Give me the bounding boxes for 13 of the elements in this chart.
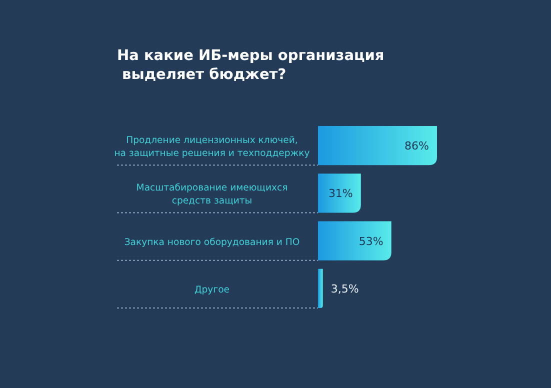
bar	[318, 174, 361, 213]
y-tick-label: Масштабирование имеющихся средств защиты	[136, 182, 288, 207]
y-tick-label: Закупка нового оборудования и ПО	[124, 236, 300, 248]
data-label: 3,5%	[330, 282, 359, 296]
data-label: 86%	[404, 140, 429, 153]
data-label: 31%	[328, 187, 353, 200]
bar	[318, 268, 323, 308]
y-tick-label: Другое	[194, 284, 230, 296]
bar	[318, 126, 437, 166]
chart-title: На какие ИБ-меры организация выделяет бюджет?	[117, 48, 384, 83]
data-label: 53%	[358, 234, 384, 248]
bar	[318, 221, 392, 260]
y-tick-label: Продление лицензионных ключей, на защитные решения и техподдержку	[114, 135, 310, 160]
